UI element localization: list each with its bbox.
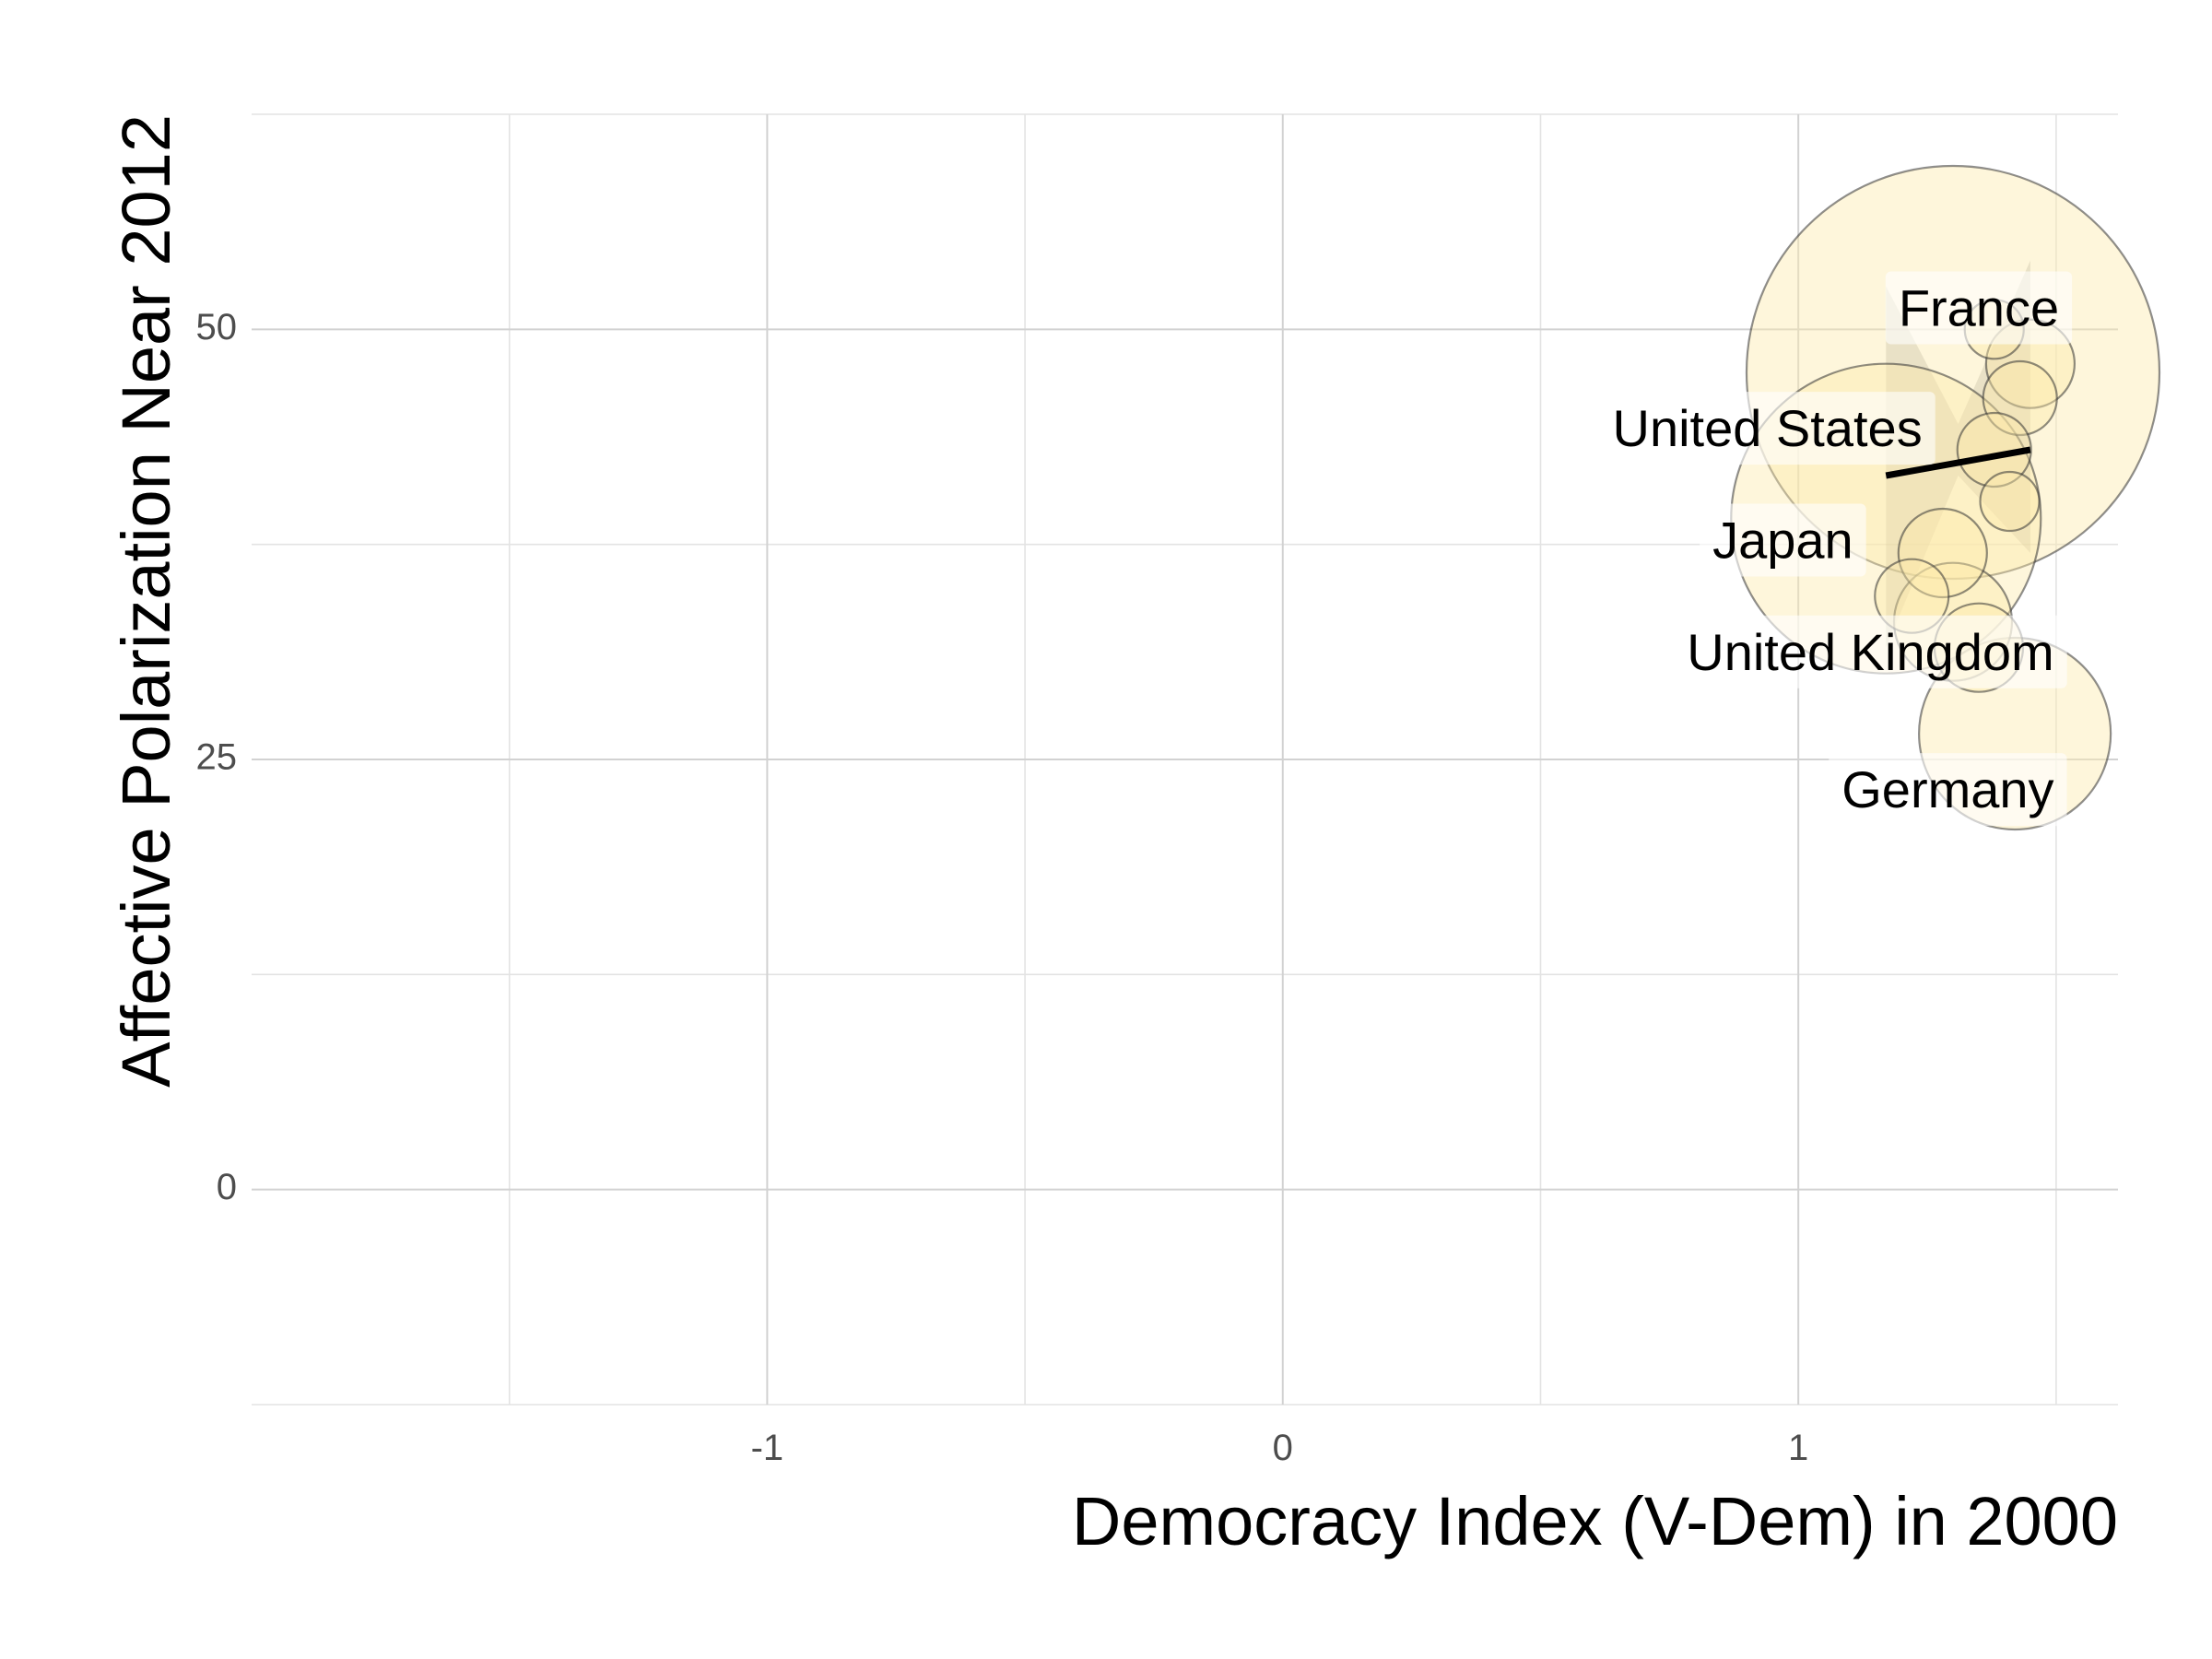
point-label-box-france [1885,271,2073,345]
data-point-united-states [1745,164,2161,581]
point-label-united-states: United States [1613,399,1923,457]
data-point [1979,470,2041,533]
point-labels-layer: France United States Japan United Kingdom Ge… [1599,271,2073,827]
point-label-box-germany [1829,753,2067,827]
y-tick-label: 0 [217,1167,237,1207]
x-tick-label: 1 [1788,1428,1808,1468]
point-label-box-united-states [1599,392,1936,465]
x-tick-label: 0 [1273,1428,1293,1468]
y-axis-title: Affective Polarization Near 2012 [108,114,184,1088]
trend-line [1885,446,2031,479]
y-tick-label: 25 [196,737,238,778]
point-label-box-united-kingdom [1674,615,2067,688]
data-point [1956,411,2032,488]
point-label-japan: Japan [1712,511,1853,569]
trend-line-layer [1885,446,2031,479]
tick-labels-layer: -1 0 1 0 25 50 [196,307,1809,1468]
x-axis-title: Democracy Index (V-Dem) in 2000 [1072,1483,2118,1559]
points-layer [1730,164,2161,831]
point-label-germany: Germany [1841,760,2053,818]
y-tick-label: 50 [196,307,238,347]
point-label-france: France [1899,278,2059,336]
point-label-united-kingdom: United Kingdom [1687,623,2053,681]
x-tick-label: -1 [751,1428,784,1468]
point-label-box-japan [1700,503,1866,577]
data-point [1982,359,2058,437]
grid-lines [252,113,2118,1406]
data-point [1897,507,1988,599]
